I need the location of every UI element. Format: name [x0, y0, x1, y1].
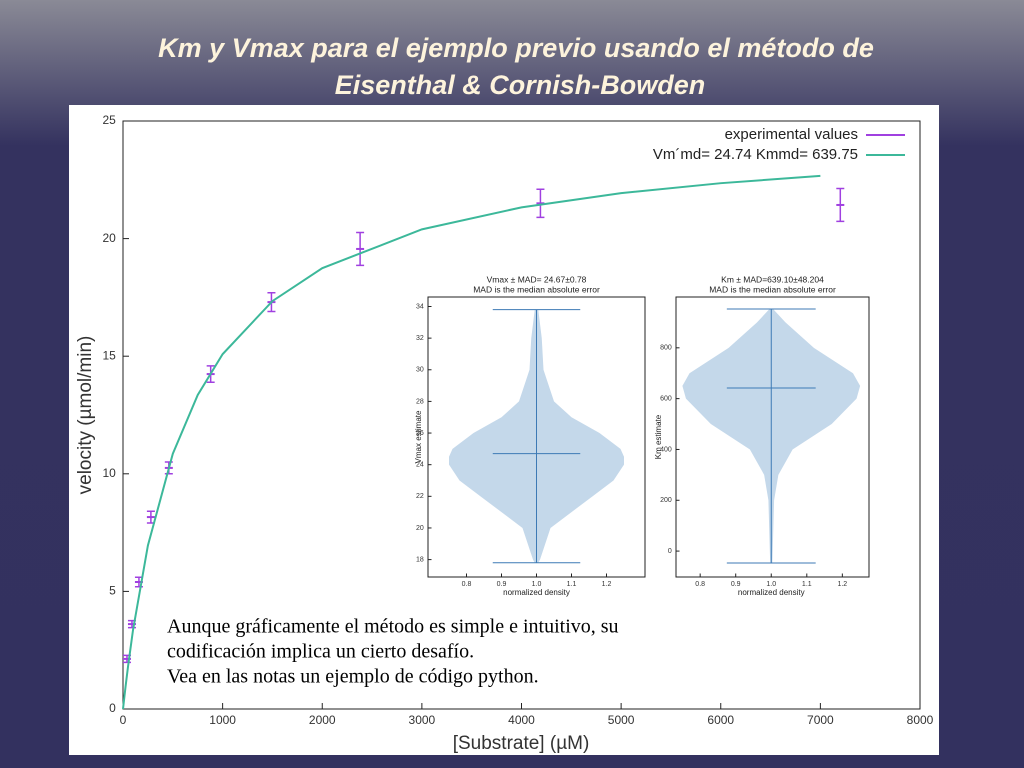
violin-chart: 0.8 0.9 1.0 1.1 1.2 0 200 400 600 800 Km ± MAD=639… — [654, 274, 870, 597]
x-tick-label: 4000 — [508, 713, 535, 727]
y-tick-label: 0 — [668, 548, 672, 555]
y-axis-label: velocity (µmol/min) — [75, 336, 96, 495]
y-tick-label: 34 — [416, 303, 424, 310]
fit-curve — [122, 174, 821, 710]
x-tick-label: 1.1 — [567, 581, 577, 588]
note-text: codificación implica un cierto desafío. — [167, 641, 474, 663]
y-tick-label: 30 — [416, 367, 424, 374]
y-tick-label: 15 — [102, 348, 116, 362]
x-tick-label: 0.9 — [731, 581, 741, 588]
x-tick-label: 1.2 — [602, 581, 612, 588]
x-tick-label: 5000 — [608, 713, 635, 727]
x-tick-label: 0.9 — [497, 581, 507, 588]
note-text: Aunque gráficamente el método es simple … — [167, 616, 619, 638]
x-axis-label: normalized density — [738, 588, 805, 597]
x-tick-label: 0 — [120, 713, 127, 727]
slide-title: Km y Vmax para el ejemplo previo usando … — [158, 33, 874, 63]
y-tick-label: 800 — [660, 345, 672, 352]
x-tick-label: 1000 — [209, 713, 236, 727]
y-tick-label: 0 — [109, 701, 116, 715]
y-tick-label: 28 — [416, 398, 424, 405]
x-axis-label: [Substrate] (µM) — [453, 733, 590, 754]
y-tick-label: 18 — [416, 556, 424, 563]
y-tick-label: 20 — [102, 231, 116, 245]
violin-title: Km ± MAD=639.10±48.204 — [721, 274, 824, 284]
y-tick-label: 22 — [416, 493, 424, 500]
violin-title: MAD is the median absolute error — [709, 284, 836, 294]
y-tick-label: 24 — [416, 462, 424, 469]
note-text: Vea en las notas un ejemplo de código py… — [167, 666, 539, 688]
violin-title: Vmax ± MAD= 24.67±0.78 — [487, 274, 587, 284]
y-tick-label: 400 — [660, 446, 672, 453]
slide-title: Eisenthal & Cornish-Bowden — [335, 70, 706, 100]
main-chart: 0 1000 2000 3000 4000 5000 6000 7000 80000510152… — [75, 113, 934, 754]
y-axis-label: Vmax estimate — [414, 410, 423, 463]
y-tick-label: 5 — [109, 584, 116, 598]
x-tick-label: 1.0 — [532, 581, 542, 588]
x-tick-label: 3000 — [409, 713, 436, 727]
legend-label: experimental values — [725, 126, 858, 143]
x-tick-label: 8000 — [907, 713, 934, 727]
x-tick-label: 1.2 — [837, 581, 847, 588]
y-tick-label: 25 — [102, 113, 116, 127]
x-tick-label: 1.1 — [802, 581, 812, 588]
y-axis-label: Km estimate — [654, 414, 663, 459]
y-tick-label: 10 — [102, 466, 116, 480]
x-tick-label: 0.8 — [462, 581, 472, 588]
y-tick-label: 20 — [416, 525, 424, 532]
x-tick-label: 2000 — [309, 713, 336, 727]
plot-frame — [675, 296, 870, 578]
y-tick-label: 600 — [660, 395, 672, 402]
y-tick-label: 26 — [416, 430, 424, 437]
x-tick-label: 6000 — [707, 713, 734, 727]
violin-title: MAD is the median absolute error — [473, 284, 600, 294]
legend-label: Vm´md= 24.74 Kmmd= 639.75 — [653, 146, 858, 163]
x-tick-label: 7000 — [807, 713, 834, 727]
y-tick-label: 200 — [660, 497, 672, 504]
violin-chart: 0.8 0.9 1.0 1.1 1.2 18 20 22 24 26 28 30 32 34 Vmax ± … — [414, 274, 646, 597]
y-tick-label: 32 — [416, 335, 424, 342]
x-tick-label: 1.0 — [766, 581, 776, 588]
x-axis-label: normalized density — [503, 588, 570, 597]
x-tick-label: 0.8 — [695, 581, 705, 588]
